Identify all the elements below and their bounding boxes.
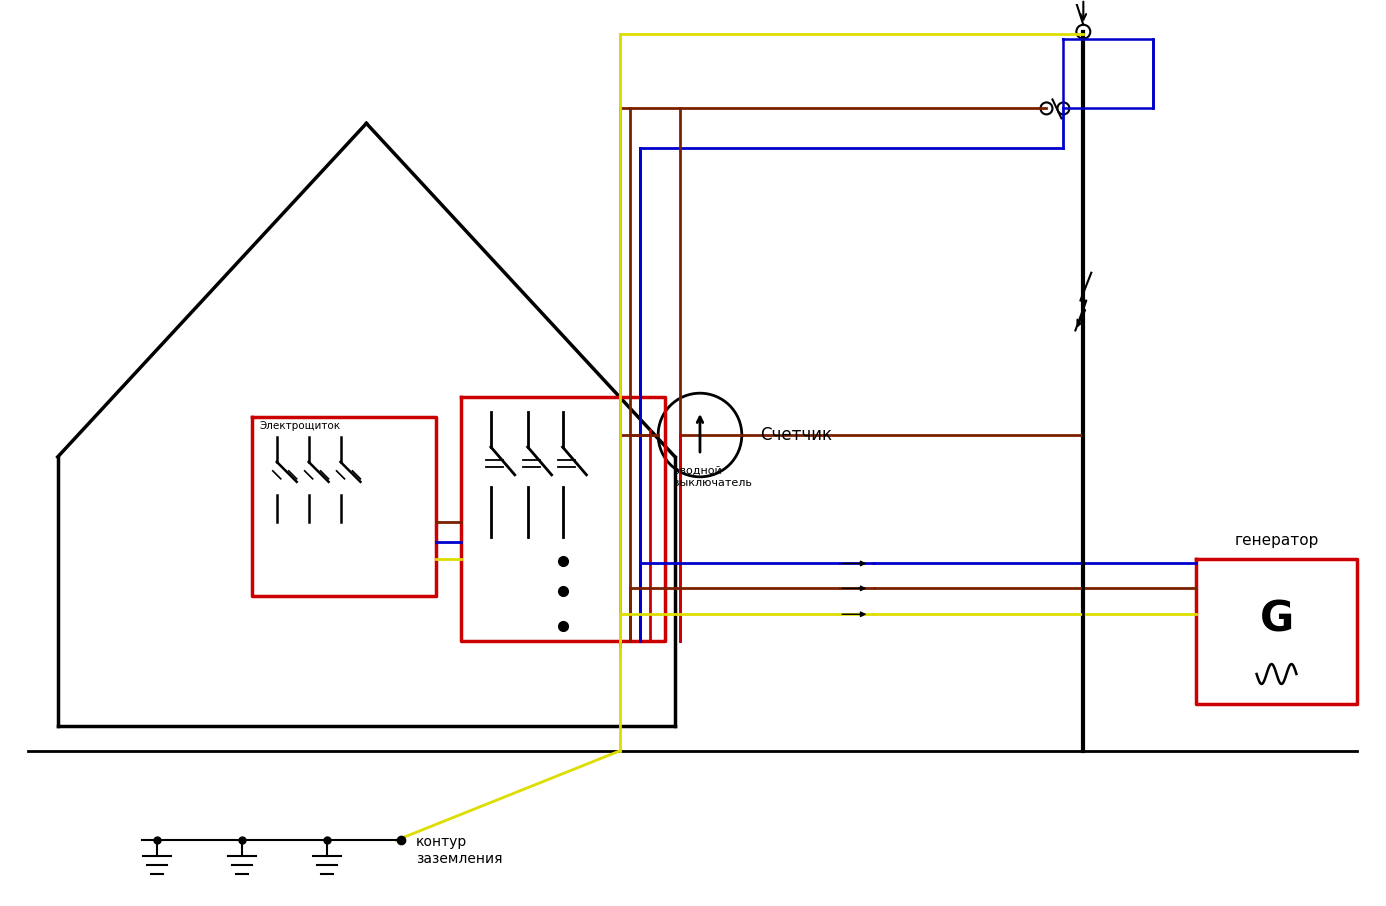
Text: G: G (1260, 598, 1293, 641)
Text: контур
заземления: контур заземления (416, 835, 503, 865)
Text: Электрощиток: Электрощиток (259, 421, 341, 431)
Text: генератор: генератор (1235, 533, 1318, 547)
Text: Счетчик: Счетчик (760, 426, 832, 444)
Text: вводной
выключатель: вводной выключатель (674, 466, 753, 487)
